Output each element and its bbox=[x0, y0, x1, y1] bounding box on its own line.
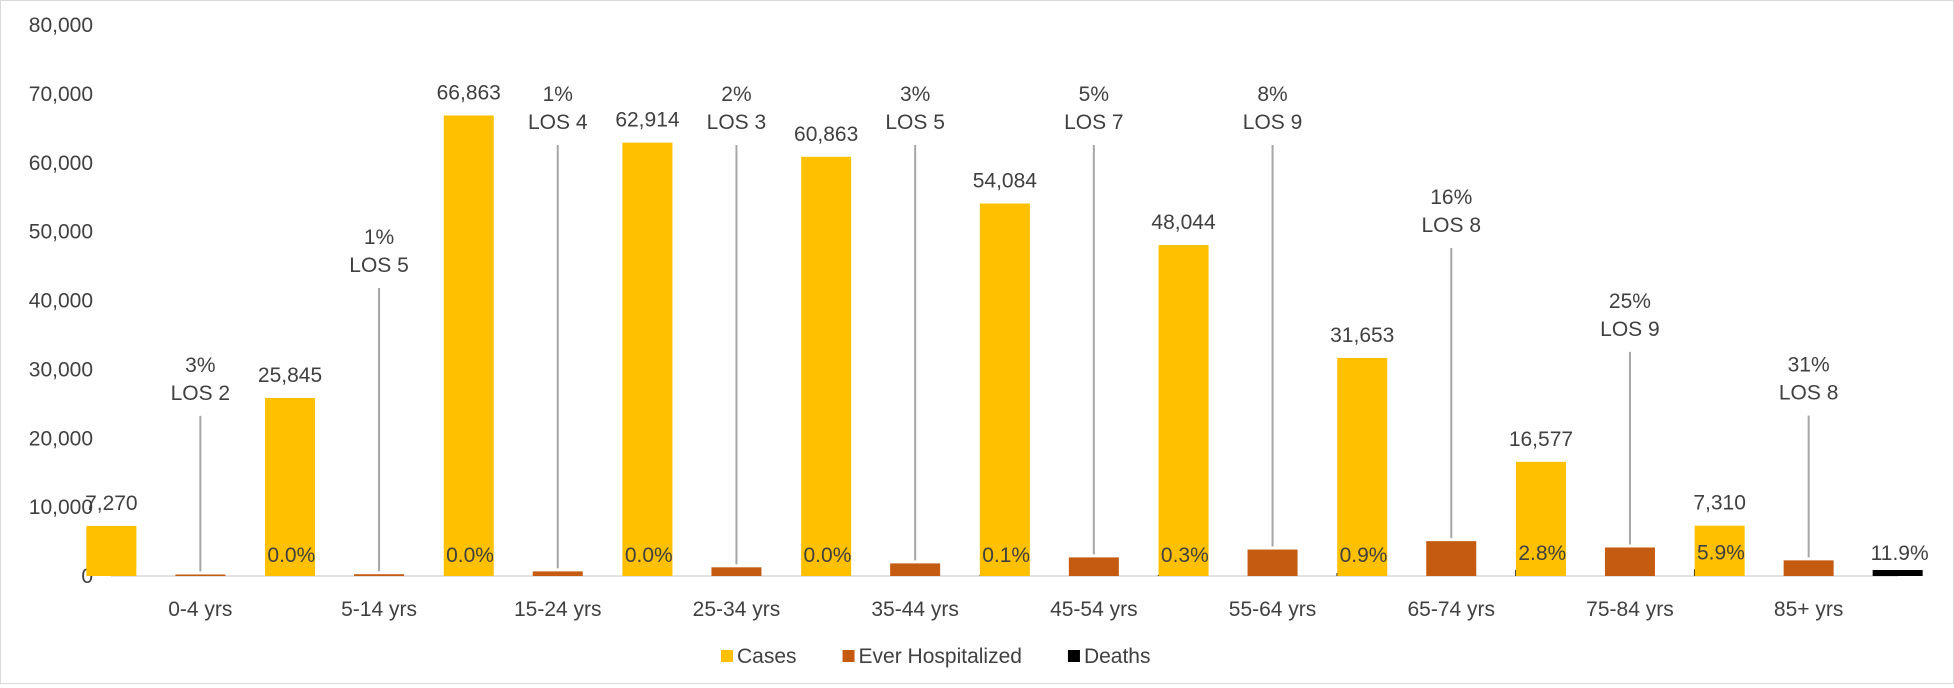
hospitalized-los-label: LOS 5 bbox=[349, 254, 409, 277]
hospitalized-pct-label: 16% bbox=[1430, 186, 1472, 209]
hospitalized-pct-label: 2% bbox=[721, 83, 751, 106]
y-tick-label: 50,000 bbox=[29, 221, 93, 244]
legend-label: Ever Hospitalized bbox=[859, 645, 1022, 668]
x-tick-label: 35-44 yrs bbox=[871, 598, 959, 621]
x-tick-label: 45-54 yrs bbox=[1050, 598, 1138, 621]
cases-data-label: 66,863 bbox=[437, 81, 501, 104]
bar-ever-hospitalized bbox=[1069, 557, 1119, 576]
hospitalized-pct-label: 31% bbox=[1788, 354, 1830, 377]
y-tick-label: 60,000 bbox=[29, 152, 93, 175]
cases-data-label: 62,914 bbox=[615, 109, 680, 132]
deaths-data-label: 0.0% bbox=[804, 544, 852, 567]
hospitalized-pct-label: 8% bbox=[1257, 83, 1287, 106]
bar-deaths bbox=[1873, 570, 1923, 576]
bar-ever-hospitalized bbox=[711, 567, 761, 576]
legend-swatch-ever-hospitalized bbox=[843, 650, 855, 662]
bar-ever-hospitalized bbox=[890, 563, 940, 576]
x-tick-label: 5-14 yrs bbox=[341, 598, 417, 621]
bar-ever-hospitalized bbox=[1426, 541, 1476, 576]
hospitalized-pct-label: 3% bbox=[185, 354, 215, 377]
bar-cases bbox=[622, 143, 672, 576]
y-tick-label: 80,000 bbox=[29, 14, 93, 37]
hospitalized-los-label: LOS 9 bbox=[1600, 318, 1660, 341]
bar-cases bbox=[801, 157, 851, 576]
deaths-data-label: 0.1% bbox=[982, 544, 1030, 567]
hospitalized-pct-label: 1% bbox=[543, 83, 573, 106]
hospitalized-los-label: LOS 3 bbox=[707, 111, 767, 134]
cases-data-label: 60,863 bbox=[794, 123, 858, 146]
y-tick-label: 40,000 bbox=[29, 290, 93, 313]
legend-swatch-cases bbox=[721, 650, 733, 662]
y-tick-label: 30,000 bbox=[29, 358, 93, 381]
x-tick-label: 75-84 yrs bbox=[1586, 598, 1674, 621]
bar-cases bbox=[444, 115, 494, 576]
hospitalized-los-label: LOS 4 bbox=[528, 111, 588, 134]
hospitalized-los-label: LOS 9 bbox=[1243, 111, 1303, 134]
bar-cases bbox=[980, 203, 1030, 576]
deaths-data-label: 2.8% bbox=[1518, 542, 1566, 565]
y-axis: 010,00020,00030,00040,00050,00060,00070,… bbox=[29, 14, 93, 588]
hospitalized-pct-label: 3% bbox=[900, 83, 930, 106]
legend-label: Deaths bbox=[1084, 645, 1151, 668]
x-tick-label: 65-74 yrs bbox=[1407, 598, 1495, 621]
deaths-data-label: 0.0% bbox=[625, 544, 673, 567]
x-tick-label: 15-24 yrs bbox=[514, 598, 602, 621]
y-tick-label: 70,000 bbox=[29, 83, 93, 106]
hospitalized-los-label: LOS 5 bbox=[885, 111, 945, 134]
bar-ever-hospitalized bbox=[1605, 547, 1655, 576]
x-axis: 0-4 yrs 5-14 yrs 15-24 yrs 25-34 yrs 35-44 y… bbox=[111, 576, 1898, 621]
cases-data-label: 31,653 bbox=[1330, 324, 1394, 347]
hospitalized-pct-label: 25% bbox=[1609, 290, 1651, 313]
cases-data-label: 7,270 bbox=[85, 492, 138, 515]
bar-ever-hospitalized bbox=[1784, 560, 1834, 576]
y-tick-label: 20,000 bbox=[29, 427, 93, 450]
y-tick-label: 10,000 bbox=[29, 496, 93, 519]
deaths-data-label: 0.9% bbox=[1340, 544, 1388, 567]
hospitalized-los-label: LOS 8 bbox=[1779, 382, 1839, 405]
cases-data-label: 7,310 bbox=[1693, 492, 1746, 515]
hospitalized-los-label: LOS 8 bbox=[1421, 214, 1481, 237]
deaths-data-label: 0.3% bbox=[1161, 544, 1209, 567]
x-tick-label: 25-34 yrs bbox=[693, 598, 781, 621]
hospitalized-pct-label: 5% bbox=[1079, 83, 1109, 106]
bar-ever-hospitalized bbox=[533, 571, 583, 576]
bar-cases bbox=[86, 526, 136, 576]
legend-label: Cases bbox=[737, 645, 797, 668]
cases-data-label: 25,845 bbox=[258, 364, 322, 387]
x-tick-label: 85+ yrs bbox=[1774, 598, 1843, 621]
x-tick-label: 0-4 yrs bbox=[168, 598, 232, 621]
deaths-data-label: 11.9% bbox=[1871, 542, 1929, 565]
cases-data-label: 54,084 bbox=[973, 169, 1038, 192]
x-tick-label: 55-64 yrs bbox=[1229, 598, 1317, 621]
hospitalized-los-label: LOS 2 bbox=[171, 382, 231, 405]
hospitalized-los-label: LOS 7 bbox=[1064, 111, 1124, 134]
deaths-data-label: 0.0% bbox=[267, 544, 315, 567]
deaths-data-label: 0.0% bbox=[446, 544, 494, 567]
deaths-data-label: 5.9% bbox=[1697, 541, 1745, 564]
cases-data-label: 16,577 bbox=[1509, 428, 1573, 451]
hospitalized-pct-label: 1% bbox=[364, 226, 394, 249]
legend-swatch-deaths bbox=[1068, 650, 1080, 662]
bar-ever-hospitalized bbox=[175, 574, 225, 576]
bar-ever-hospitalized bbox=[354, 574, 404, 576]
bar-cases bbox=[1159, 245, 1209, 576]
bar-ever-hospitalized bbox=[1248, 550, 1298, 576]
cases-data-label: 48,044 bbox=[1151, 211, 1216, 234]
legend: Cases Ever Hospitalized Deaths bbox=[721, 645, 1150, 668]
